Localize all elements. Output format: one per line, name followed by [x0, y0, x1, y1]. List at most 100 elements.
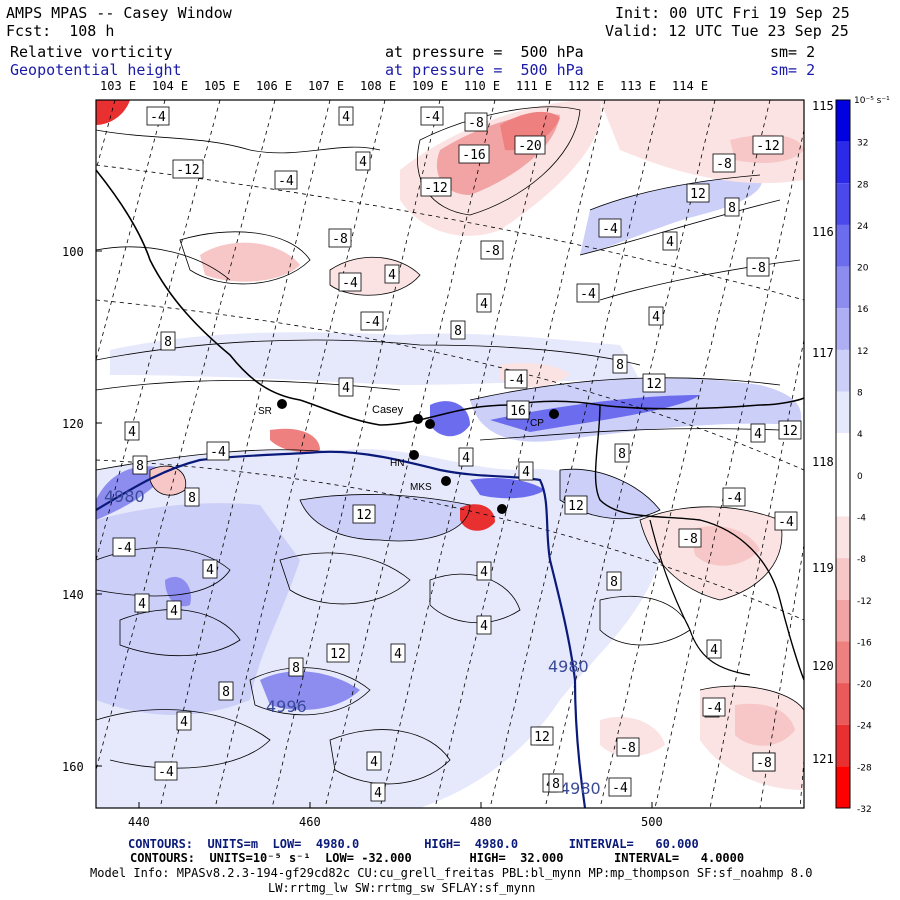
- top-longitude-label: 106 E: [256, 79, 292, 93]
- red-region-west: [200, 242, 300, 282]
- vorticity-label-text: 4: [138, 597, 146, 612]
- vorticity-label-box: [774, 511, 798, 531]
- colorbar-label: -24: [857, 722, 872, 732]
- vorticity-label-box: [464, 112, 488, 132]
- vorticity-label-text: 12: [534, 730, 550, 745]
- field1-level: at pressure = 500 hPa: [385, 43, 584, 61]
- vorticity-label-text: 4: [480, 565, 488, 580]
- top-longitude-label: 103 E: [100, 79, 136, 93]
- vorticity-label-text: -4: [612, 781, 628, 796]
- vorticity-label: 12: [686, 183, 710, 203]
- vorticity-label-text: 4: [394, 647, 402, 662]
- vorticity-label-text: -4: [116, 541, 132, 556]
- vorticity-label-text: -4: [602, 222, 618, 237]
- vorticity-label: -8: [328, 228, 352, 248]
- vorticity-label: -4: [504, 369, 528, 389]
- vorticity-label-box: [124, 421, 140, 441]
- vorticity-label: -4: [154, 761, 178, 781]
- vorticity-label: -4: [146, 106, 170, 126]
- footer-model-info-2: LW:rrtmg_lw SW:rrtmg_sw SFLAY:sf_mynn: [268, 881, 536, 895]
- vorticity-label-box: [134, 593, 150, 613]
- top-longitude-label: 114 E: [672, 79, 708, 93]
- vorticity-label: 12: [530, 726, 554, 746]
- colorbar-segment: [836, 266, 850, 309]
- station-dot-casey: [413, 414, 423, 424]
- colorbar-segment: [836, 641, 850, 684]
- vorticity-label-text: 4: [652, 310, 660, 325]
- footer-model-info: Model Info: MPASv8.2.3-194-gf29cd82c CU:…: [90, 866, 813, 880]
- vorticity-label-text: 8: [616, 358, 624, 373]
- vorticity-label-box: [202, 559, 218, 579]
- vorticity-label-text: -12: [176, 163, 199, 178]
- vorticity-label-text: 12: [782, 424, 798, 439]
- vorticity-label-text: 8: [292, 661, 300, 676]
- vorticity-label: -12: [752, 135, 784, 155]
- vorticity-labels: -4 4 -8 -4 4 -4 -16 -20 -12 -12 -8 -12 -8 12 8 4 -4 -4 4 -8…: [112, 106, 802, 802]
- vorticity-label: 8: [612, 354, 628, 374]
- vorticity-label-text: 8: [454, 324, 462, 339]
- colorbar-label: 0: [857, 472, 863, 482]
- vorticity-label-text: -4: [364, 315, 380, 330]
- red-core-coast: [270, 428, 320, 452]
- vorticity-label-box: [648, 306, 664, 326]
- vorticity-label: -4: [420, 106, 444, 126]
- vorticity-label: -4: [722, 487, 746, 507]
- vorticity-label-text: -8: [682, 532, 698, 547]
- vorticity-label: 4: [338, 106, 354, 126]
- vorticity-label: -8: [746, 257, 770, 277]
- colorbar-label: 28: [857, 180, 869, 190]
- vorticity-label-box: [750, 423, 766, 443]
- field2-name: Geopotential height: [10, 61, 182, 79]
- station-dot-south: [497, 504, 507, 514]
- colorbar-label: -12: [857, 597, 872, 607]
- vorticity-label-text: -12: [756, 139, 779, 154]
- blue-region-central: [300, 494, 470, 541]
- vorticity-label-text: 4: [710, 643, 718, 658]
- vorticity-label-box: [338, 106, 354, 126]
- y-tick-label: 140: [62, 588, 84, 602]
- vorticity-label-box: [564, 495, 588, 515]
- vorticity-label-box: [218, 681, 234, 701]
- vorticity-label-box: [390, 643, 406, 663]
- vorticity-label-text: -4: [508, 373, 524, 388]
- vorticity-label-box: [598, 218, 622, 238]
- vorticity-label-text: 4: [666, 235, 674, 250]
- vorticity-label-box: [288, 657, 304, 677]
- colorbar-segment: [836, 224, 850, 267]
- vorticity-label-text: 4: [342, 381, 350, 396]
- vorticity-label-text: 4: [206, 563, 214, 578]
- vorticity-label-box: [706, 639, 722, 659]
- vorticity-label: 4: [476, 561, 492, 581]
- vorticity-label-text: 12: [568, 499, 584, 514]
- vorticity-label-box: [752, 752, 776, 772]
- vorticity-label-text: -4: [726, 491, 742, 506]
- vorticity-label-box: [146, 106, 170, 126]
- colorbar-segment: [836, 683, 850, 725]
- top-longitude-label: 105 E: [204, 79, 240, 93]
- vorticity-label-text: -8: [756, 756, 772, 771]
- colorbar-label: -8: [857, 555, 866, 565]
- vorticity-label: 4: [384, 264, 400, 284]
- vorticity-label: -16: [458, 144, 490, 164]
- plot-frame: [95, 99, 805, 809]
- vorticity-label-text: -4: [424, 110, 440, 125]
- colorbar-segment: [836, 599, 850, 642]
- vorticity-label-text: 12: [690, 187, 706, 202]
- colorbar-label: 16: [857, 305, 869, 315]
- vorticity-label-text: 8: [728, 201, 736, 216]
- vorticity-label: -8: [480, 240, 504, 260]
- vorticity-label-text: 4: [480, 297, 488, 312]
- vorticity-label-text: 12: [330, 647, 346, 662]
- top-longitude-labels: 103 E 104 E 105 E 106 E 107 E 108 E 109 E 110 E…: [100, 79, 848, 113]
- vorticity-label: 8: [184, 487, 200, 507]
- vorticity-label-box: [722, 487, 746, 507]
- vorticity-label-text: 4: [370, 755, 378, 770]
- red-corner-nw: [96, 100, 130, 125]
- top-longitude-label: 109 E: [412, 79, 448, 93]
- vorticity-label: -8: [712, 153, 736, 173]
- vorticity-label-box: [686, 183, 710, 203]
- vorticity-label-text: 8: [188, 491, 196, 506]
- vorticity-label-box: [360, 311, 384, 331]
- vorticity-label-text: 8: [610, 575, 618, 590]
- vorticity-label: 4: [662, 231, 678, 251]
